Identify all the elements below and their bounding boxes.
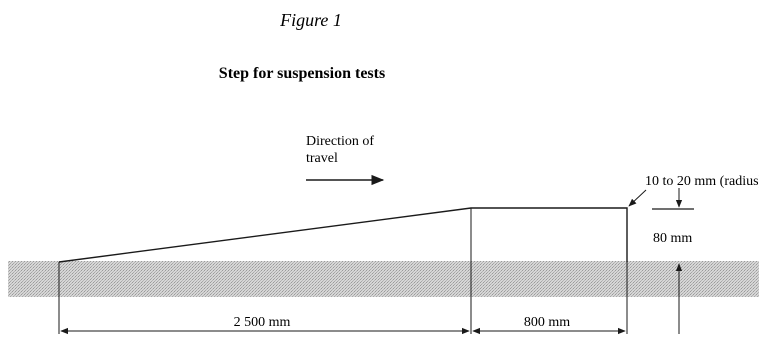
- flat-length-label: 800 mm: [524, 315, 570, 330]
- radius-label: 10 to 20 mm (radius): [645, 174, 759, 189]
- height-label: 80 mm: [653, 231, 692, 246]
- direction-of-travel-label-line1: Direction of: [306, 134, 374, 149]
- step-profile: [58, 207, 628, 263]
- radius-leader-line: [628, 189, 647, 207]
- direction-of-travel-label-line2: travel: [306, 151, 338, 166]
- road-surface: [8, 261, 759, 297]
- figure-label: Figure 1: [279, 10, 342, 30]
- ramp-length-label: 2 500 mm: [234, 315, 291, 330]
- figure-title: Step for suspension tests: [219, 65, 385, 82]
